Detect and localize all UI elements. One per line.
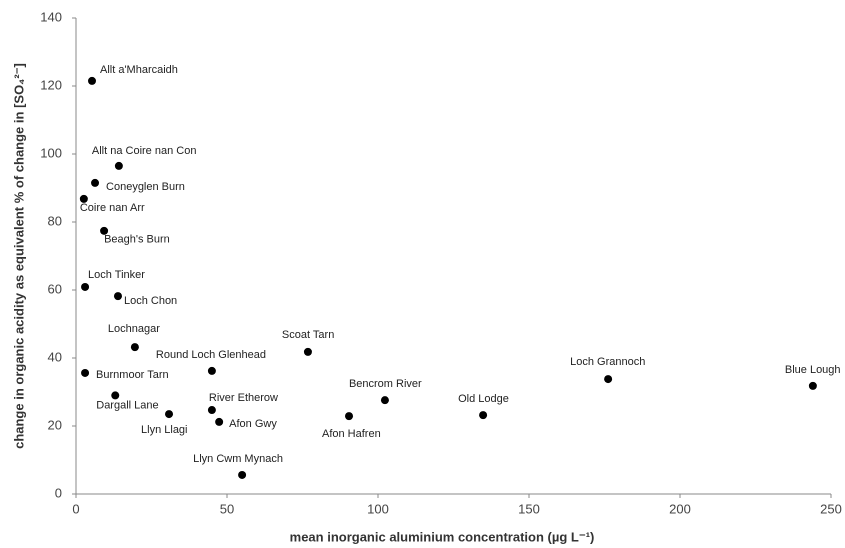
point [79, 194, 88, 203]
point [81, 282, 90, 291]
point [238, 470, 247, 479]
point [303, 347, 312, 356]
point-label: Blue Lough [785, 364, 841, 376]
point [91, 178, 100, 187]
point-label: Beagh's Burn [104, 234, 170, 246]
y-tick-label: 140 [40, 9, 62, 24]
point-label: Round Loch Glenhead [156, 349, 266, 361]
point-label: Allt a'Mharcaidh [100, 64, 178, 76]
point-label: Afon Gwy [229, 418, 277, 430]
point-label: Loch Tinker [88, 269, 145, 281]
point-label: Llyn Cwm Mynach [193, 453, 283, 465]
x-tick-label: 0 [72, 501, 79, 516]
point [808, 381, 817, 390]
point [380, 396, 389, 405]
point-label: Old Lodge [458, 393, 509, 405]
point [207, 366, 216, 375]
y-tick-label: 60 [48, 281, 62, 296]
point [215, 417, 224, 426]
x-axis-title: mean inorganic aluminium concentration (… [290, 529, 595, 544]
point [207, 406, 216, 415]
point [345, 412, 354, 421]
point [130, 343, 139, 352]
y-tick-label: 0 [55, 485, 62, 500]
point [113, 292, 122, 301]
x-tick-label: 200 [669, 501, 691, 516]
point [114, 161, 123, 170]
point-label: Scoat Tarn [282, 329, 334, 341]
y-axis-title: change in organic acidity as equivalent … [11, 63, 26, 449]
point-label: Coneyglen Burn [106, 181, 185, 193]
x-tick-label: 100 [367, 501, 389, 516]
point-label: Lochnagar [108, 323, 160, 335]
y-tick-label: 100 [40, 145, 62, 160]
x-tick-label: 250 [820, 501, 842, 516]
point [88, 76, 97, 85]
y-tick-label: 120 [40, 77, 62, 92]
point [81, 368, 90, 377]
point-label: Afon Hafren [322, 428, 381, 440]
point-label: Loch Grannoch [570, 356, 645, 368]
y-tick-label: 40 [48, 349, 62, 364]
point-label: Dargall Lane [96, 399, 158, 411]
y-tick-label: 80 [48, 213, 62, 228]
point-label: Coire nan Arr [80, 202, 145, 214]
point-label: Allt na Coire nan Con [92, 145, 197, 157]
point-label: Burnmoor Tarn [96, 369, 169, 381]
point [111, 391, 120, 400]
point-label: Bencrom River [349, 378, 422, 390]
x-tick-label: 50 [220, 501, 234, 516]
point-label: Llyn Llagi [141, 424, 187, 436]
x-tick-label: 150 [518, 501, 540, 516]
point [100, 226, 109, 235]
point [604, 375, 613, 384]
point [165, 410, 174, 419]
point [479, 411, 488, 420]
point-label: Loch Chon [124, 295, 177, 307]
y-tick-label: 20 [48, 417, 62, 432]
point-label: River Etherow [209, 392, 278, 404]
